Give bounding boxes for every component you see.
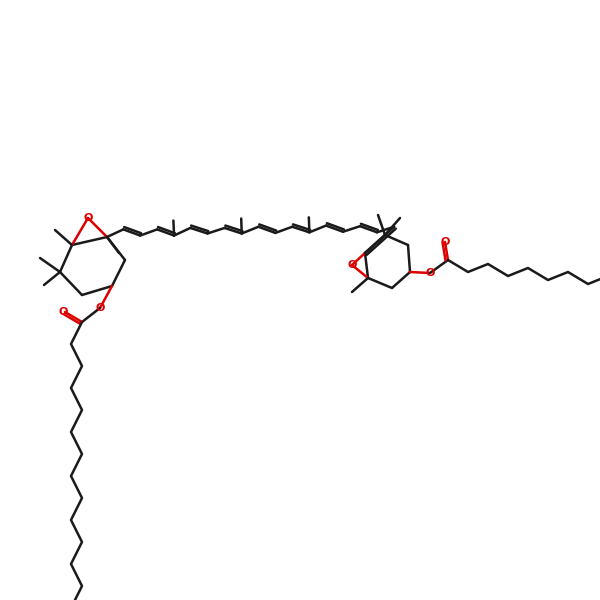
Text: O: O [83, 213, 92, 223]
Text: O: O [347, 260, 356, 270]
Text: O: O [440, 237, 449, 247]
Text: O: O [58, 307, 68, 317]
Text: O: O [425, 268, 434, 278]
Text: O: O [95, 303, 104, 313]
